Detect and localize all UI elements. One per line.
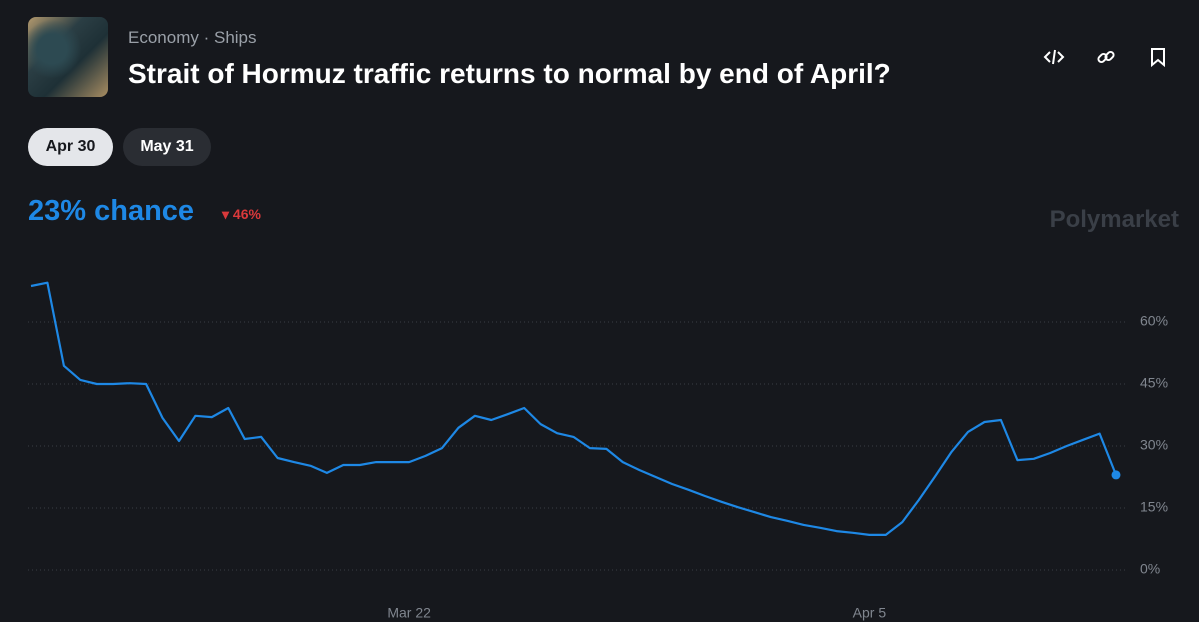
- y-tick-label: 30%: [1140, 437, 1168, 453]
- breadcrumb[interactable]: Economy: [128, 28, 199, 47]
- tab-selected[interactable]: Apr 30: [28, 128, 113, 166]
- y-tick-label: 0%: [1140, 561, 1160, 577]
- breadcrumb[interactable]: Ships: [213, 28, 257, 47]
- toolbar: [1043, 46, 1169, 68]
- y-tick-label: 60%: [1140, 313, 1168, 329]
- breadcrumbs: Economy · Ships: [128, 28, 257, 47]
- tab[interactable]: May 31: [123, 128, 211, 166]
- market-image: [28, 17, 108, 97]
- line-series: [30, 281, 1118, 536]
- x-tick-label: Mar 22: [387, 605, 431, 621]
- change-value: 46%: [232, 206, 261, 222]
- end-dot: [1111, 470, 1121, 480]
- y-tick-label: 15%: [1140, 499, 1168, 515]
- market-title: Strait of Hormuz traffic returns to norm…: [128, 58, 891, 89]
- link-icon[interactable]: [1095, 46, 1117, 68]
- y-tick-label: 45%: [1140, 375, 1168, 391]
- change-label: ▾ 46%: [222, 206, 261, 222]
- chance-label: 23% chance: [28, 195, 195, 227]
- x-tick-label: Apr 5: [853, 605, 887, 621]
- bookmark-icon[interactable]: [1147, 46, 1169, 68]
- embed-icon[interactable]: [1043, 46, 1065, 68]
- brand: Polymarket: [1049, 206, 1179, 233]
